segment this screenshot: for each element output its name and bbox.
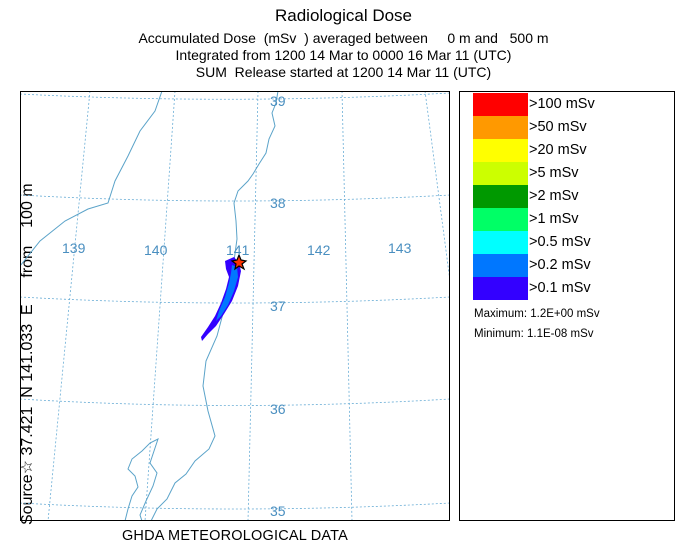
meridian-139 (47, 91, 91, 521)
lat-label-37: 37 (270, 298, 286, 314)
lon-label-141: 141 (226, 242, 250, 258)
parallel-35 (20, 502, 450, 510)
dose-map: 139 140 141 142 143 39 38 37 36 35 (20, 91, 450, 521)
legend-swatch (473, 93, 528, 116)
lat-label-36: 36 (270, 401, 286, 417)
graticule (20, 91, 450, 521)
lat-label-38: 38 (270, 195, 286, 211)
meridian-143 (424, 91, 450, 282)
parallel-39 (20, 92, 450, 100)
legend-row-5: >5 mSv (473, 162, 673, 185)
legend-row-0-5: >0.5 mSv (473, 231, 673, 254)
legend-row-50: >50 mSv (473, 116, 673, 139)
meridian-142 (341, 91, 353, 521)
legend-row-0-2: >0.2 mSv (473, 254, 673, 277)
legend-swatch (473, 162, 528, 185)
legend-swatch (473, 116, 528, 139)
coastline-east (150, 91, 279, 521)
legend-minimum: Minimum: 1.1E-08 mSv (474, 328, 594, 340)
legend-label: >2 mSv (529, 188, 579, 204)
meridian-141 (247, 91, 259, 521)
map-frame (20, 91, 450, 521)
lat-label-35: 35 (270, 503, 286, 519)
legend-row-100: >100 mSv (473, 93, 673, 116)
legend-swatch (473, 231, 528, 254)
legend-label: >20 mSv (529, 142, 587, 158)
dose-legend: >100 mSv >50 mSv >20 mSv >5 mSv >2 mSv >… (459, 91, 675, 521)
subtitle-integration: Integrated from 1200 14 Mar to 0000 16 M… (175, 47, 512, 63)
subtitle-release: SUM Release started at 1200 14 Mar 11 (U… (195, 64, 492, 80)
source-label-container: Source☆ 37.421 N 141.033 E from 100 m (0, 0, 36, 548)
lon-label-140: 140 (144, 242, 168, 258)
lat-label-39: 39 (270, 93, 286, 109)
lon-label-139: 139 (62, 240, 86, 256)
source-star-icon (230, 253, 248, 271)
legend-swatch (473, 254, 528, 277)
legend-maximum: Maximum: 1.2E+00 mSv (474, 308, 600, 320)
parallel-38 (20, 194, 450, 202)
parallel-36 (20, 398, 450, 406)
legend-label: >5 mSv (529, 165, 579, 181)
meridian-140 (144, 91, 176, 521)
dose-plume (201, 257, 241, 341)
legend-swatch (473, 208, 528, 231)
coastline-west (20, 91, 163, 267)
footer-data-source: GHDA METEOROLOGICAL DATA (121, 528, 349, 544)
legend-swatch (473, 277, 528, 300)
coastline (20, 91, 279, 521)
lon-label-143: 143 (388, 240, 412, 256)
legend-label: >1 mSv (529, 211, 579, 227)
coastline-south (124, 438, 159, 521)
legend-row-2: >2 mSv (473, 185, 673, 208)
legend-label: >50 mSv (529, 119, 587, 135)
legend-label: >0.1 mSv (529, 280, 591, 296)
legend-swatch (473, 185, 528, 208)
legend-row-20: >20 mSv (473, 139, 673, 162)
parallel-37 (20, 296, 450, 304)
legend-row-0-1: >0.1 mSv (473, 277, 673, 300)
map-title: Radiological Dose (274, 6, 413, 25)
legend-label: >100 mSv (529, 96, 595, 112)
lon-label-142: 142 (307, 242, 331, 258)
legend-label: >0.5 mSv (529, 234, 591, 250)
plume-inner-contour (216, 265, 238, 321)
legend-row-1: >1 mSv (473, 208, 673, 231)
subtitle-dose: Accumulated Dose (mSv ) averaged between… (138, 30, 549, 46)
legend-label: >0.2 mSv (529, 257, 591, 273)
legend-swatch (473, 139, 528, 162)
